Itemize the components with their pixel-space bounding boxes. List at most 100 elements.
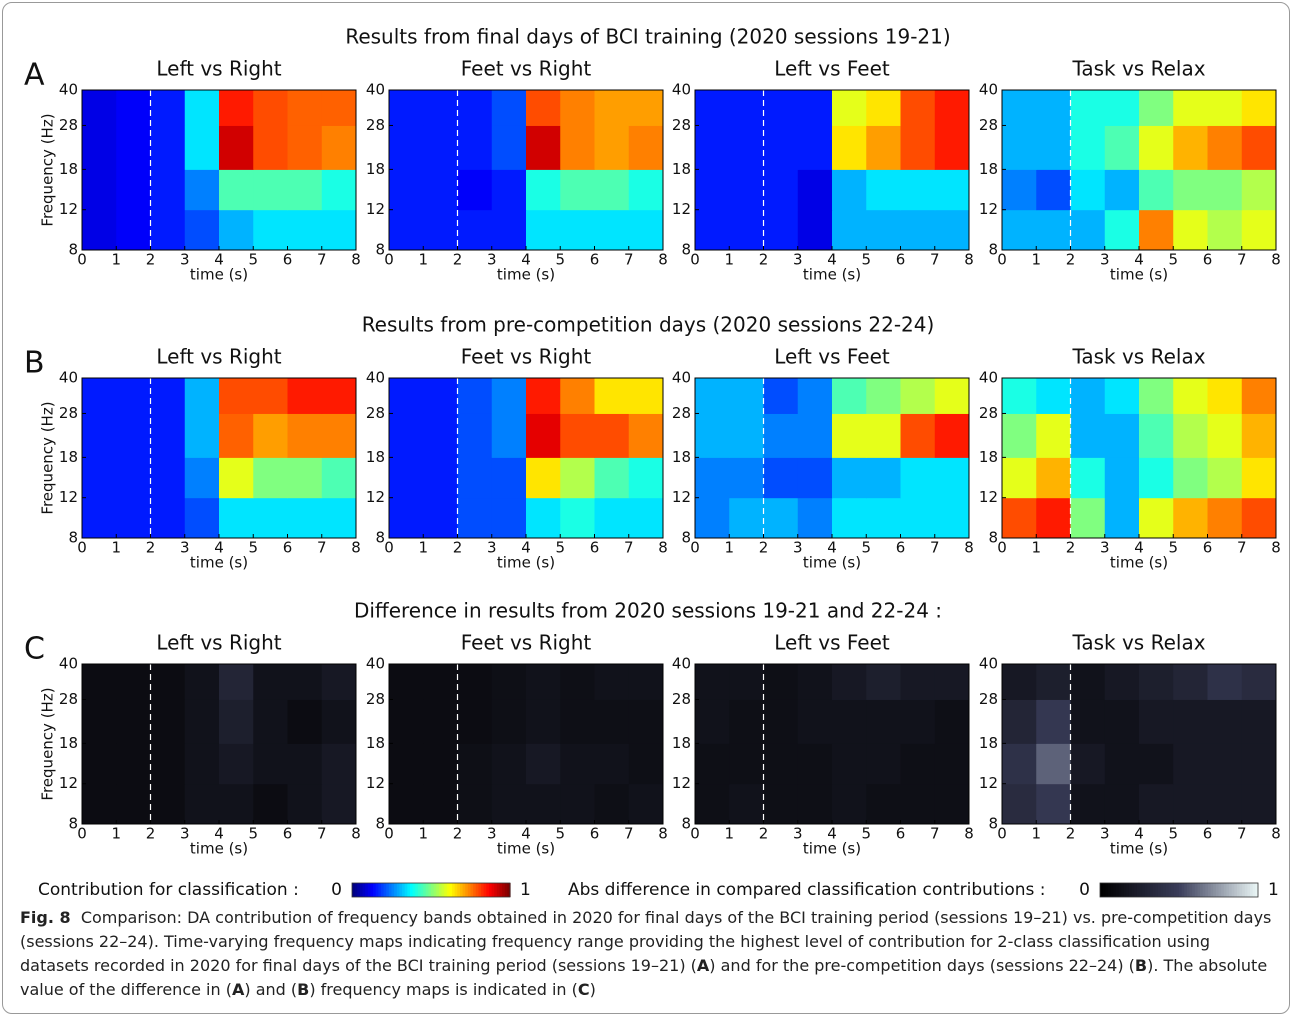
heatmap-cell <box>1139 413 1174 458</box>
heatmap-cell <box>594 743 630 785</box>
heatmap-cell <box>491 125 527 170</box>
heatmap-cell <box>797 169 833 211</box>
heatmap-cell <box>594 457 630 499</box>
heatmap-cell <box>321 169 357 211</box>
heatmap-cell <box>1139 497 1174 539</box>
colorbar-swatch <box>1110 883 1114 897</box>
heatmap-cell <box>184 378 220 414</box>
heatmap-cell <box>321 783 357 825</box>
colorbar-swatch <box>365 883 369 897</box>
heatmap-cell <box>184 497 220 539</box>
heatmap-cell <box>116 743 151 785</box>
colorbar-swatch <box>441 883 445 897</box>
heatmap-cell <box>287 90 323 126</box>
y-tick-label: 12 <box>672 774 691 792</box>
y-tick-label: 12 <box>979 200 998 218</box>
colorbar-swatch <box>1192 883 1196 897</box>
heatmap-cell <box>900 209 936 251</box>
heatmap-cell <box>832 457 867 499</box>
y-tick-label: 40 <box>59 81 78 99</box>
heatmap-cell <box>560 743 595 785</box>
heatmap-cell <box>321 497 357 539</box>
x-tick-label: 4 <box>214 825 224 843</box>
heatmap-cell <box>287 378 323 414</box>
colorbar-swatch <box>1171 883 1175 897</box>
heatmap-cell <box>1070 664 1106 700</box>
y-tick-label: 12 <box>979 774 998 792</box>
colorbar-swatch <box>407 883 411 897</box>
colorbar-swatch <box>1197 883 1201 897</box>
heatmap-cell <box>219 664 254 700</box>
heatmap-cell <box>763 378 799 414</box>
x-tick-label: 7 <box>930 825 940 843</box>
heatmap-cell <box>1173 743 1208 785</box>
colorbar-swatch <box>1181 883 1185 897</box>
heatmap-cell <box>423 699 458 744</box>
x-tick-label: 6 <box>283 539 293 557</box>
x-tick-label: 6 <box>590 251 600 269</box>
heatmap-cell <box>1104 125 1140 170</box>
x-tick-label: 0 <box>690 539 700 557</box>
colorbar-swatch <box>1202 883 1206 897</box>
heatmap-cell <box>560 90 595 126</box>
colorbar-swatch <box>399 883 403 897</box>
colorbar-swatch <box>1179 883 1183 897</box>
y-tick-label: 40 <box>672 81 691 99</box>
heatmap-cell <box>82 90 117 126</box>
heatmap-cell <box>491 90 527 126</box>
heatmap-cell <box>287 125 323 170</box>
colorbar-swatch <box>486 883 490 897</box>
colorbar-swatch <box>1229 883 1233 897</box>
heatmap-cell <box>934 125 970 170</box>
y-tick-label: 18 <box>59 734 78 752</box>
colorbar-swatch <box>1247 883 1251 897</box>
heatmap-cell <box>219 743 254 785</box>
heatmap-cell <box>560 413 595 458</box>
heatmap-cell <box>594 699 630 744</box>
heatmap-cell <box>934 169 970 211</box>
heatmap-cell <box>389 457 424 499</box>
x-tick-label: 7 <box>624 539 634 557</box>
colorbar-swatch <box>1115 883 1120 897</box>
colorbar-swatch <box>1215 883 1220 897</box>
heatmap-cell <box>560 699 595 744</box>
heatmap-cell <box>253 664 288 700</box>
heatmap-cell <box>729 497 764 539</box>
heatmap-cell <box>797 783 833 825</box>
heatmap-cell <box>116 783 151 825</box>
x-tick-label: 5 <box>248 539 258 557</box>
heatmap-cell <box>934 664 970 700</box>
caption-part: A <box>696 956 710 975</box>
colorbar-swatch <box>1200 883 1204 897</box>
x-tick-label: 0 <box>384 251 394 269</box>
x-tick-label: 0 <box>997 251 1007 269</box>
y-tick-label: 12 <box>366 200 385 218</box>
heatmap-cell <box>184 169 220 211</box>
colorbar-swatch <box>375 883 379 897</box>
heatmap-cell <box>1070 413 1106 458</box>
x-tick-label: 2 <box>453 251 463 269</box>
heatmap-cell <box>832 699 867 744</box>
chart-title: Left vs Feet <box>774 345 890 369</box>
heatmap-cell <box>729 90 764 126</box>
heatmap-cell <box>1207 90 1243 126</box>
y-tick-label: 18 <box>59 160 78 178</box>
x-tick-label: 1 <box>418 539 428 557</box>
colorbar-swatch <box>1100 883 1104 897</box>
heatmap-cell <box>321 413 357 458</box>
heatmap-cell <box>695 457 730 499</box>
heatmap-cell <box>1104 413 1140 458</box>
heatmap-cell <box>287 743 323 785</box>
y-tick-label: 18 <box>979 734 998 752</box>
heatmap-cell <box>900 497 936 539</box>
heatmap-cell <box>526 209 561 251</box>
y-axis-label: Frequency (Hz) <box>39 113 57 226</box>
x-tick-label: 3 <box>793 539 803 557</box>
x-tick-label: 4 <box>1134 251 1144 269</box>
colorbar-swatch <box>467 883 472 897</box>
heatmap-cell <box>866 169 901 211</box>
heatmap-cell <box>219 378 254 414</box>
heatmap-cell <box>389 664 424 700</box>
y-tick-label: 12 <box>59 488 78 506</box>
heatmap-cell <box>934 413 970 458</box>
